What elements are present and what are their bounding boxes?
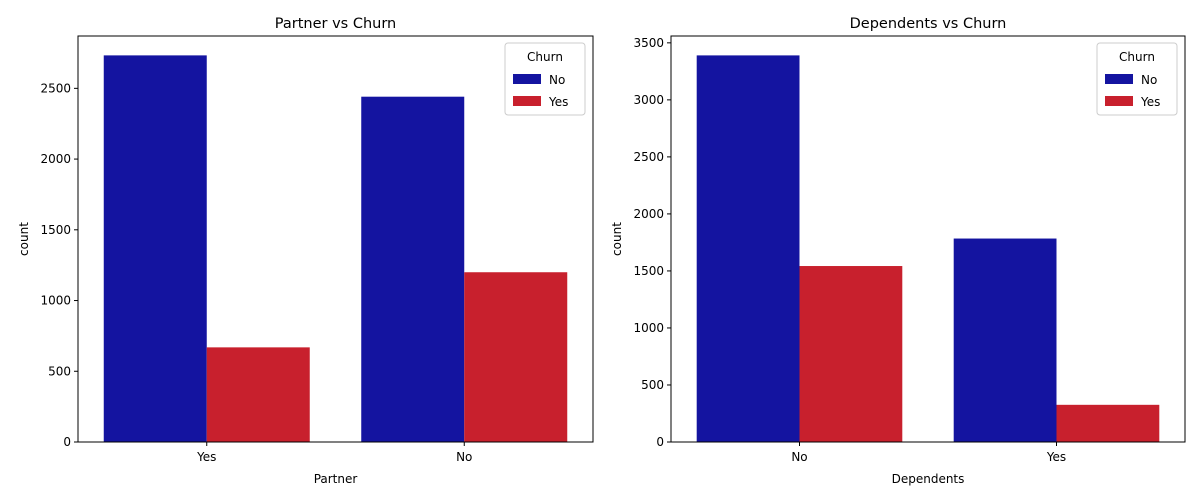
y-tick-label: 500 [48, 364, 71, 378]
chart-title: Partner vs Churn [275, 16, 396, 32]
legend-label-yes: Yes [548, 95, 568, 109]
legend: Churn No Yes [504, 42, 586, 116]
legend-label-no: No [1141, 73, 1157, 87]
y-axis-label: count [610, 222, 624, 256]
legend-title: Churn [1119, 50, 1155, 64]
x-tick-label: No [791, 450, 807, 464]
x-axis-label: Partner [314, 472, 358, 486]
y-tick-label: 3500 [633, 36, 664, 50]
y-axis-label: count [17, 222, 31, 256]
legend-label-no: No [549, 73, 565, 87]
legend-swatch-no [513, 74, 541, 84]
bar-yes-churn-yes [1056, 404, 1160, 442]
x-axis-label: Dependents [892, 472, 965, 486]
x-tick-label: No [456, 450, 472, 464]
bar-no-churn-yes [464, 272, 568, 442]
chart-dependents-vs-churn: 0 500 1000 1500 2000 2500 3000 3500 No Yes Depende… [610, 16, 1186, 486]
y-tick-label: 2500 [40, 81, 71, 95]
legend-label-yes: Yes [1140, 95, 1160, 109]
bar-yes-churn-yes [206, 347, 310, 442]
y-tick-label: 0 [63, 435, 71, 449]
legend-swatch-no [1105, 74, 1133, 84]
axes-frame [670, 35, 1186, 443]
legend-swatch-yes [1105, 96, 1133, 106]
legend-title: Churn [527, 50, 563, 64]
bar-no-churn-no [361, 96, 465, 442]
x-tick-label: Yes [1046, 450, 1066, 464]
chart-partner-vs-churn: 0 500 1000 1500 2000 2500 Yes No Partner vs Chur… [17, 16, 594, 486]
y-tick-label: 2000 [40, 152, 71, 166]
bar-no-churn-no [696, 55, 800, 442]
y-tick-label: 2000 [633, 207, 664, 221]
axes-frame [77, 35, 594, 443]
y-tick-label: 0 [656, 435, 664, 449]
x-tick-label: Yes [196, 450, 216, 464]
y-tick-label: 500 [641, 378, 664, 392]
y-tick-label: 1500 [40, 223, 71, 237]
bar-yes-churn-no [953, 238, 1057, 442]
bar-no-churn-yes [799, 266, 903, 442]
y-tick-label: 1000 [40, 294, 71, 308]
bar-yes-churn-no [103, 55, 207, 442]
legend-swatch-yes [513, 96, 541, 106]
y-tick-label: 1500 [633, 264, 664, 278]
chart-title: Dependents vs Churn [850, 16, 1007, 32]
y-tick-label: 1000 [633, 321, 664, 335]
y-tick-label: 2500 [633, 150, 664, 164]
y-tick-label: 3000 [633, 93, 664, 107]
legend: Churn No Yes [1096, 42, 1178, 116]
